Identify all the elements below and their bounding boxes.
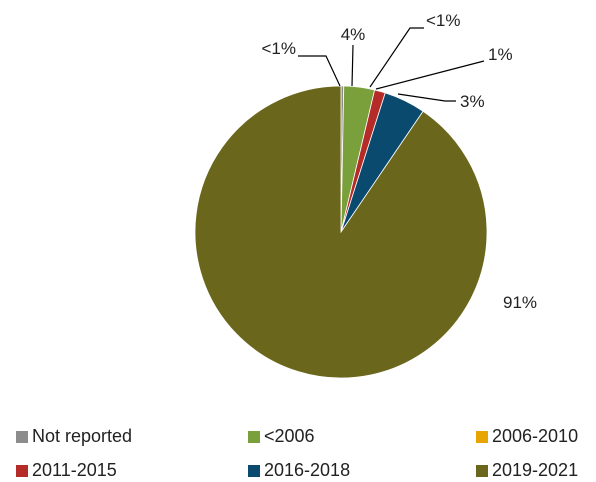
legend: Not reported <2006 2006-2010 2011-2015 2… <box>0 418 596 482</box>
legend-label-not-reported: Not reported <box>32 426 133 446</box>
legend-swatch-not-reported <box>16 430 28 443</box>
data-label-2011-2015: 1% <box>488 45 513 64</box>
legend-swatch-2019-2021 <box>476 464 488 477</box>
leader-line-not-reported <box>298 55 341 87</box>
leader-line-2006 <box>351 44 354 87</box>
legend-item-2016-2018: 2016-2018 <box>248 460 350 481</box>
legend-item-2006-2010: 2006-2010 <box>476 426 578 447</box>
legend-label-2006: <2006 <box>264 426 315 446</box>
legend-item-2006: <2006 <box>248 426 315 447</box>
pie-slice-2019-2021 <box>194 85 488 379</box>
data-label-2006-2010: <1% <box>426 11 461 30</box>
legend-item-2011-2015: 2011-2015 <box>16 460 117 481</box>
pie-chart: <1% 4% <1% 1% 3% 91% <box>194 11 537 379</box>
legend-swatch-2006 <box>248 430 260 443</box>
leader-line-2006-2010 <box>369 27 424 88</box>
data-label-2019-2021: 91% <box>503 293 537 312</box>
data-label-2016-2018: 3% <box>460 92 485 111</box>
legend-swatch-2011-2015 <box>16 464 28 477</box>
legend-item-2019-2021: 2019-2021 <box>476 460 578 481</box>
legend-label-2011-2015: 2011-2015 <box>32 460 117 480</box>
legend-swatch-2006-2010 <box>476 430 488 443</box>
pie-slices <box>194 85 488 379</box>
leader-lines <box>298 27 485 102</box>
legend-item-not-reported: Not reported <box>16 426 132 447</box>
legend-label-2016-2018: 2016-2018 <box>264 460 351 480</box>
leader-line-2016-2018 <box>397 93 456 102</box>
leader-line-2011-2015 <box>375 60 485 90</box>
legend-label-2019-2021: 2019-2021 <box>492 460 579 480</box>
legend-swatch-2016-2018 <box>248 464 260 477</box>
legend-label-2006-2010: 2006-2010 <box>492 426 579 446</box>
data-label-2006: 4% <box>341 25 366 44</box>
data-label-not-reported: <1% <box>262 39 297 58</box>
